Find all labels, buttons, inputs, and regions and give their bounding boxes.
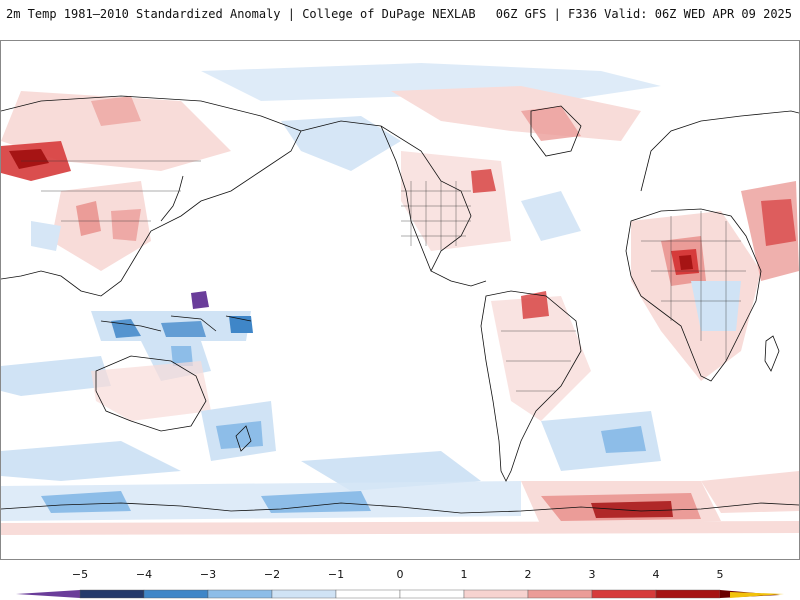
- anomaly-map: [0, 40, 800, 560]
- colorbar-tick-label: −4: [135, 568, 153, 581]
- colorbar-tick-label: −2: [263, 568, 281, 581]
- colorbar-tick-label: 4: [652, 568, 660, 581]
- colorbar-segment: [399, 589, 465, 599]
- colorbar-legend: −5 −4 −3 −2 −1 0 1 2 3 4 5: [0, 568, 800, 600]
- colorbar-segment: [207, 589, 273, 599]
- colorbar-tick-label: 3: [588, 568, 596, 581]
- colorbar-segment: [527, 589, 593, 599]
- header: 2m Temp 1981–2010 Standardized Anomaly |…: [0, 0, 800, 40]
- country-borders: [21, 160, 746, 392]
- colorbar-segment: [463, 589, 529, 599]
- colorbar-tick-label: 2: [524, 568, 532, 581]
- colorbar-segment: [335, 589, 401, 599]
- anomaly-map-canvas: [1, 63, 799, 535]
- colorbar-tick-label: 0: [396, 568, 404, 581]
- anomaly-fill: [1, 63, 799, 535]
- colorbar-over-arrow: [730, 592, 784, 598]
- colorbar-segment: [79, 589, 145, 599]
- colorbar-tick-label: 5: [716, 568, 724, 581]
- colorbar-tick-label: −3: [199, 568, 217, 581]
- model-run-info: 06Z GFS | F336 Valid: 06Z WED APR 09 202…: [495, 7, 792, 21]
- colorbar-tick-label: −5: [71, 568, 89, 581]
- colorbar-segment: [591, 589, 657, 599]
- colorbar-tick-label: 1: [460, 568, 468, 581]
- colorbar-tick-label: −1: [327, 568, 345, 581]
- colorbar-segment: [655, 589, 721, 599]
- map-title: 2m Temp 1981–2010 Standardized Anomaly |…: [6, 7, 476, 21]
- colorbar-svg: [16, 589, 784, 599]
- colorbar-segment: [271, 589, 337, 599]
- colorbar-under-arrow: [16, 590, 80, 598]
- colorbar-segment: [143, 589, 209, 599]
